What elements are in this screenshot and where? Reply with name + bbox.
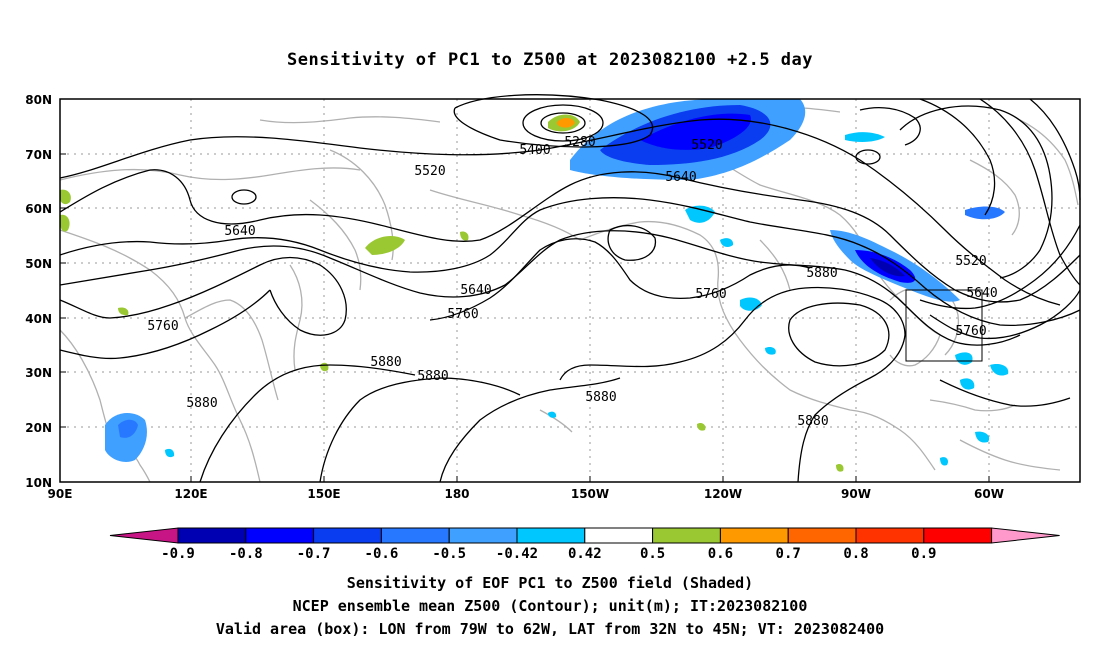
colorbar-tick-label: -0.9 [161,546,195,562]
lon-label: 150E [307,487,340,501]
tick-marks [60,98,990,483]
colorbar-tick-label: -0.42 [496,546,538,562]
plot-frame [59,98,1081,483]
lat-label: 60N [25,202,52,216]
colorbar-segment [313,527,382,544]
contour-label: 5760 [695,287,726,302]
lat-label: 10N [25,476,52,490]
contour-label: 5760 [447,307,478,322]
contour-label: 5760 [147,319,178,334]
lat-label: 50N [25,257,52,271]
colorbar-segment [516,527,586,544]
contour-label: 5880 [797,414,828,429]
contour-label: 5880 [585,390,616,405]
coastlines [59,106,1079,483]
lon-label: 90E [48,487,73,501]
contour-label: 5760 [955,324,986,339]
contour-label: 5640 [966,286,997,301]
colorbar-segment [652,527,721,544]
contour-label: 5880 [186,396,217,411]
colorbar-right-arrow [991,527,1060,544]
colorbar-tick-label: -0.6 [365,546,399,562]
lon-label: 180 [444,487,469,501]
colorbar-segment [855,527,925,544]
footer-line-1: Sensitivity of EOF PC1 to Z500 field (Sh… [346,574,754,592]
colorbar-tick-label: 0.5 [640,546,665,562]
colorbar-segment [719,527,789,544]
footer-line-3: Valid area (box): LON from 79W to 62W, L… [215,620,885,638]
colorbar-tick-label: 0.9 [911,546,936,562]
contour-label: 5640 [460,283,491,298]
colorbar-left-arrow [109,527,179,544]
colorbar-segment [177,527,247,544]
lon-label: 150W [571,487,609,501]
lon-label: 90W [841,487,871,501]
colorbar-tick-label: 0.42 [568,546,602,562]
contour-label: 5280 [564,135,595,150]
colorbar-segment [584,527,654,544]
contour-label: 5880 [417,369,448,384]
lat-label: 70N [25,148,52,162]
contour-label: 5400 [519,143,550,158]
map-title: Sensitivity of PC1 to Z500 at 2023082100… [286,50,813,70]
valid-area-box [905,289,983,362]
contour-label: 5520 [955,254,986,269]
lat-label: 40N [25,312,52,326]
lat-label: 20N [25,421,52,435]
contour-label: 5520 [691,138,722,153]
contour-label: 5640 [665,170,696,185]
colorbar-segment [448,527,518,544]
colorbar-segment [923,527,993,544]
colorbar-tick-label: -0.8 [229,546,263,562]
colorbar-segment [787,527,857,544]
colorbar-tick-label: -0.7 [297,546,331,562]
colorbar-tick-label: 0.6 [708,546,733,562]
contour-label: 5880 [370,355,401,370]
lon-label: 60W [974,487,1004,501]
contour-label: 5520 [414,164,445,179]
contour-label: 5640 [224,224,255,239]
colorbar-tick-label: 0.7 [776,546,801,562]
lon-label: 120W [704,487,742,501]
colorbar-segment [245,527,315,544]
colorbar-tick-label: 0.8 [843,546,868,562]
lat-label: 80N [25,93,52,107]
colorbar-tick-label: -0.5 [432,546,466,562]
lon-labels: 90E 120E 150E 180 150W 120W 90W 60W [48,487,1004,501]
lat-label: 30N [25,366,52,380]
colorbar: -0.9 -0.8 -0.7 -0.6 -0.5 -0.42 0.42 0.5 0.6 0.7 0.… [109,527,1060,562]
lon-label: 120E [174,487,207,501]
contour-label: 5880 [806,266,837,281]
contour-labels: 5280 5400 5520 5520 5520 5640 5640 5640 … [147,135,997,429]
contours [59,94,1081,483]
lat-labels: 80N 70N 60N 50N 40N 30N 20N 10N [25,93,52,490]
colorbar-segment [380,527,450,544]
footer-line-2: NCEP ensemble mean Z500 (Contour); unit(… [292,597,808,615]
